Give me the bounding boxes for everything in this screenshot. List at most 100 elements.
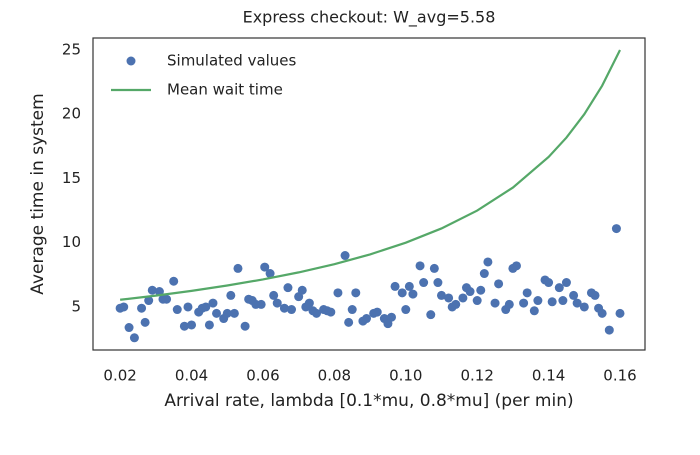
point bbox=[326, 307, 336, 317]
x-tick-label: 0.14 bbox=[532, 367, 565, 385]
chart-title: Express checkout: W_avg=5.58 bbox=[243, 8, 496, 28]
point bbox=[269, 290, 279, 300]
point bbox=[533, 296, 543, 306]
point bbox=[124, 323, 134, 333]
x-tick-label: 0.12 bbox=[460, 367, 493, 385]
line bbox=[120, 49, 621, 301]
plot-frame bbox=[92, 37, 646, 351]
point bbox=[140, 317, 150, 327]
point bbox=[201, 302, 211, 312]
point bbox=[490, 298, 500, 308]
point bbox=[544, 278, 554, 288]
point bbox=[494, 279, 504, 289]
point bbox=[433, 278, 443, 288]
point bbox=[179, 321, 189, 331]
point bbox=[444, 293, 454, 303]
y-axis-label: Average time in system bbox=[28, 93, 48, 294]
point bbox=[483, 257, 493, 267]
legend-label: Simulated values bbox=[167, 52, 297, 70]
point bbox=[408, 289, 418, 299]
point bbox=[304, 298, 314, 308]
x-tick-label: 0.16 bbox=[603, 367, 636, 385]
point bbox=[604, 325, 614, 335]
point bbox=[404, 281, 414, 291]
point bbox=[479, 269, 489, 279]
x-tick-label: 0.10 bbox=[389, 367, 422, 385]
point bbox=[451, 299, 461, 309]
point bbox=[529, 306, 539, 316]
point bbox=[119, 302, 129, 312]
point bbox=[397, 288, 407, 298]
point bbox=[569, 290, 579, 300]
point bbox=[172, 305, 182, 315]
point bbox=[579, 302, 589, 312]
point bbox=[226, 290, 236, 300]
point bbox=[256, 299, 266, 309]
point bbox=[547, 297, 557, 307]
point bbox=[279, 303, 289, 313]
point bbox=[287, 305, 297, 315]
x-tick-label: 0.04 bbox=[175, 367, 208, 385]
y-tick-label: 20 bbox=[62, 105, 81, 123]
point bbox=[615, 308, 625, 318]
point bbox=[511, 261, 521, 271]
legend-marker bbox=[126, 56, 136, 66]
point bbox=[429, 263, 439, 273]
point bbox=[386, 312, 396, 322]
point bbox=[472, 296, 482, 306]
point bbox=[297, 285, 307, 295]
point bbox=[597, 308, 607, 318]
point bbox=[187, 320, 197, 330]
point bbox=[458, 293, 468, 303]
point bbox=[590, 290, 600, 300]
point bbox=[554, 283, 564, 293]
point bbox=[233, 263, 243, 273]
point bbox=[144, 296, 154, 306]
point bbox=[340, 251, 350, 261]
legend-label: Mean wait time bbox=[167, 81, 283, 99]
point bbox=[426, 310, 436, 320]
point bbox=[372, 307, 382, 317]
y-tick-label: 5 bbox=[71, 297, 81, 315]
point bbox=[362, 314, 372, 324]
point bbox=[476, 285, 486, 295]
point bbox=[208, 298, 218, 308]
point bbox=[401, 305, 411, 315]
point bbox=[272, 298, 282, 308]
point bbox=[147, 285, 157, 295]
x-tick-label: 0.06 bbox=[246, 367, 279, 385]
point bbox=[611, 224, 621, 234]
point bbox=[465, 287, 475, 297]
point bbox=[212, 308, 222, 318]
point bbox=[333, 288, 343, 298]
point bbox=[347, 305, 357, 315]
y-tick-label: 10 bbox=[62, 233, 81, 251]
point bbox=[419, 278, 429, 288]
point bbox=[519, 298, 529, 308]
point bbox=[504, 299, 514, 309]
y-tick-label: 25 bbox=[62, 40, 81, 58]
point bbox=[229, 308, 239, 318]
point bbox=[312, 308, 322, 318]
point bbox=[137, 303, 147, 313]
x-tick-label: 0.08 bbox=[318, 367, 351, 385]
point bbox=[436, 290, 446, 300]
point bbox=[415, 261, 425, 271]
point bbox=[222, 308, 232, 318]
point bbox=[283, 283, 293, 293]
point bbox=[183, 302, 193, 312]
point bbox=[390, 281, 400, 291]
x-axis-label: Arrival rate, lambda [0.1*mu, 0.8*mu] (p… bbox=[164, 391, 573, 411]
point bbox=[265, 269, 275, 279]
point bbox=[204, 320, 214, 330]
point bbox=[169, 276, 179, 286]
point bbox=[129, 333, 139, 343]
x-tick-label: 0.02 bbox=[103, 367, 136, 385]
point bbox=[162, 294, 172, 304]
point bbox=[522, 288, 532, 298]
point bbox=[351, 288, 361, 298]
point bbox=[344, 317, 354, 327]
point bbox=[260, 262, 270, 272]
